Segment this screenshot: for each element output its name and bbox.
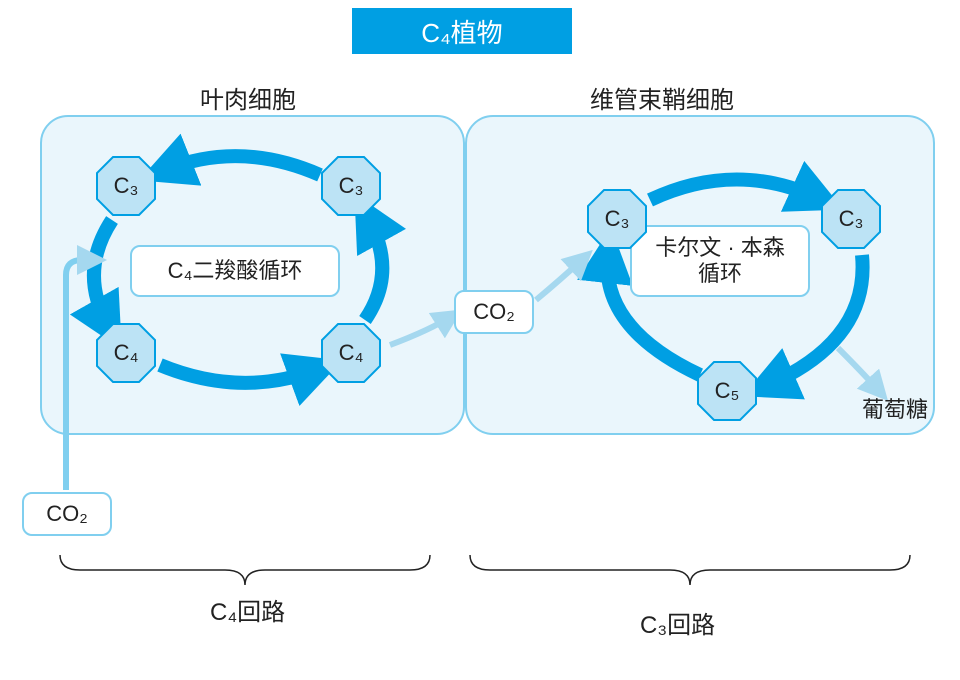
- cycle-label-left: C₄二羧酸循环: [130, 245, 340, 297]
- output-glucose: 葡萄糖: [862, 392, 928, 424]
- label-bundle-sheath: 维管束鞘细胞: [590, 80, 734, 115]
- node-label: C₃: [839, 206, 864, 232]
- node-L-C3-tl: C₃: [95, 155, 157, 217]
- label-mesophyll: 叶肉细胞: [200, 80, 296, 115]
- node-label: C₄: [339, 340, 364, 366]
- node-R-C3-tl: C₃: [586, 188, 648, 250]
- node-R-C3-tr: C₃: [820, 188, 882, 250]
- bracket-right: [470, 555, 910, 585]
- node-label: C₃: [339, 173, 364, 199]
- cycle-label-right: 卡尔文 · 本森 循环: [630, 225, 810, 297]
- node-label: C₃: [605, 206, 630, 232]
- title-box: C₄植物: [352, 8, 572, 54]
- bracket-left: [60, 555, 430, 585]
- bracket-label-left: C₄回路: [210, 592, 285, 627]
- co2-bottom: CO₂: [22, 492, 112, 536]
- node-label: C₄: [114, 340, 139, 366]
- co2-middle: CO₂: [454, 290, 534, 334]
- node-L-C4-br: C₄: [320, 322, 382, 384]
- node-L-C4-bl: C₄: [95, 322, 157, 384]
- node-label: C₃: [114, 173, 139, 199]
- node-R-C5-b: C₅: [696, 360, 758, 422]
- node-label: C₅: [715, 378, 740, 404]
- cycle-label-right-text: 卡尔文 · 本森 循环: [655, 235, 785, 288]
- co2-bottom-text: CO₂: [46, 501, 88, 527]
- bracket-label-right: C₃回路: [640, 605, 715, 640]
- title-text: C₄植物: [421, 13, 502, 50]
- cycle-label-left-text: C₄二羧酸循环: [168, 258, 303, 284]
- co2-middle-text: CO₂: [473, 299, 515, 325]
- node-L-C3-tr: C₃: [320, 155, 382, 217]
